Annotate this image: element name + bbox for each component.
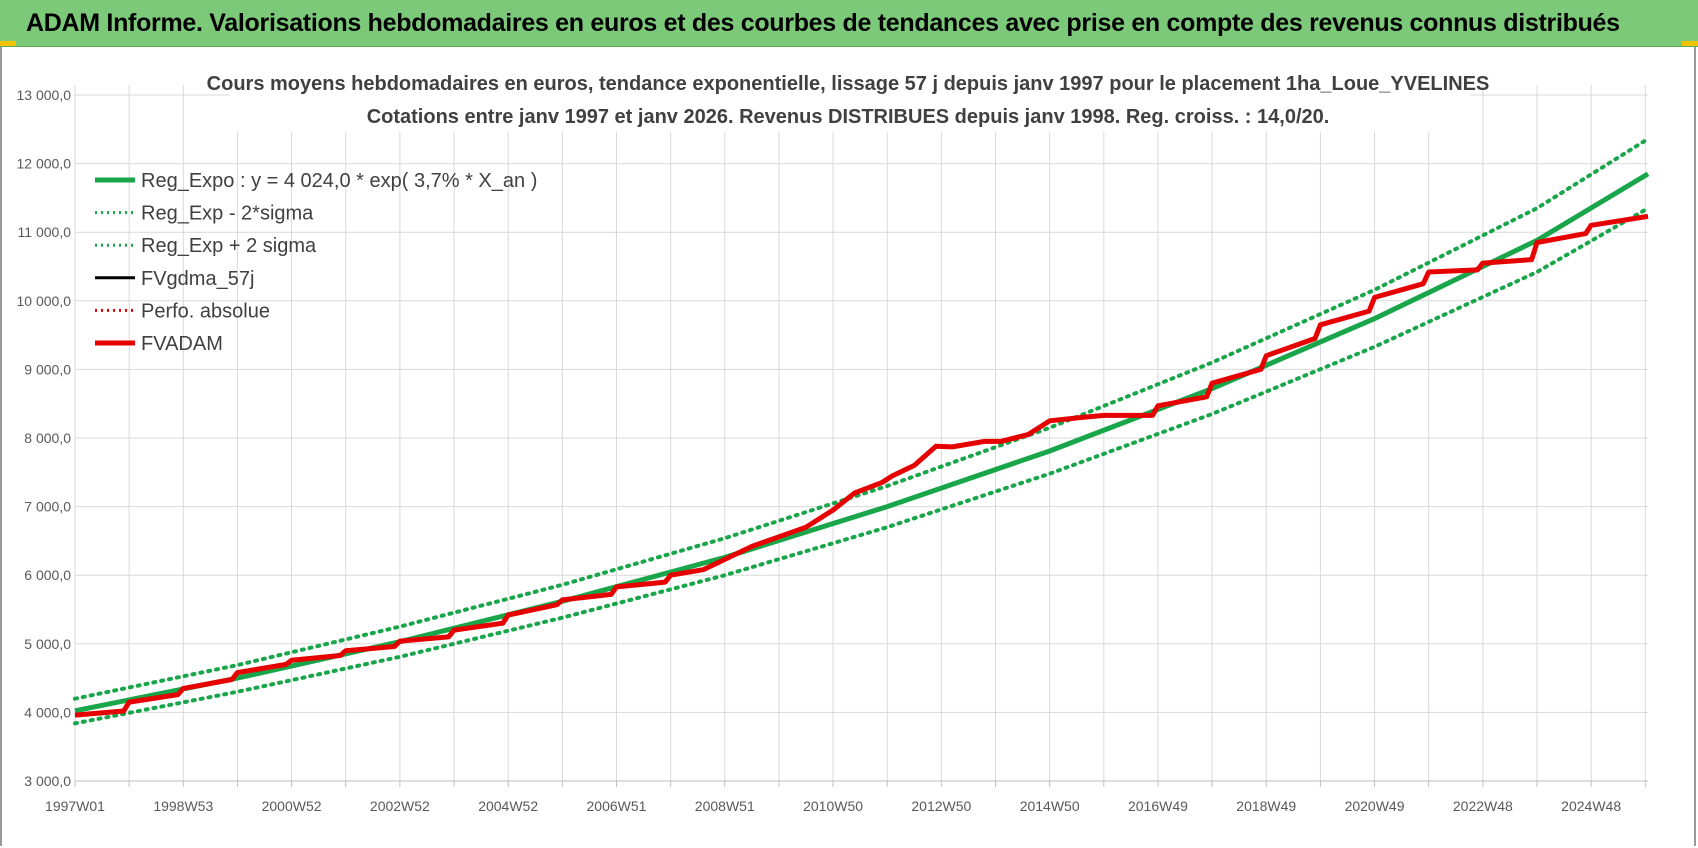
- x-tick-label: 2020W49: [1345, 798, 1405, 814]
- corner-marker-right: [1682, 41, 1698, 46]
- series-line-reg-exp-2-sigma: [73, 136, 1650, 701]
- x-tick-label: 2018W49: [1236, 798, 1296, 814]
- y-tick-label: 7 000,0: [24, 499, 71, 515]
- x-tick-label: 1998W53: [153, 798, 213, 814]
- x-tick-label: 2000W52: [262, 798, 322, 814]
- chart-title-line2: Cotations entre janv 1997 et janv 2026. …: [367, 106, 1330, 128]
- x-tick-label: 2012W50: [911, 798, 971, 814]
- x-axis: 1997W01 1998W53 2000W52 2002W52 2004W52 2006W…: [45, 780, 1648, 814]
- x-tick-label: 2016W49: [1128, 798, 1188, 814]
- y-tick-label: 4 000,0: [24, 704, 71, 720]
- x-tick-label: 2008W51: [695, 798, 755, 814]
- x-tick-label: 1997W01: [45, 798, 105, 814]
- header-title: ADAM Informe. Valorisations hebdomadaire…: [26, 9, 1620, 37]
- y-tick-label: 5 000,0: [24, 636, 71, 652]
- chart-title-line1: Cours moyens hebdomadaires en euros, ten…: [207, 73, 1490, 95]
- y-tick-label: 10 000,0: [17, 293, 72, 309]
- y-tick-label: 13 000,0: [17, 87, 72, 103]
- corner-marker-left: [0, 41, 16, 46]
- y-tick-label: 6 000,0: [24, 567, 71, 583]
- y-tick-label: 3 000,0: [24, 773, 71, 789]
- series-line-fvadam: [74, 213, 1649, 718]
- series-line-reg-exp-2-sigma: [73, 206, 1650, 726]
- x-tick-label: 2014W50: [1020, 798, 1080, 814]
- series-line-fvgdma-57j: [74, 215, 1649, 717]
- y-tick-label: 11 000,0: [18, 224, 72, 240]
- x-tick-label: 2006W51: [587, 798, 647, 814]
- x-tick-label: 2002W52: [370, 798, 430, 814]
- y-tick-label: 8 000,0: [24, 430, 71, 446]
- y-tick-label: 12 000,0: [17, 156, 72, 172]
- legend-label: Perfo. absolue: [141, 300, 270, 322]
- title-background: [230, 66, 1470, 132]
- x-tick-label: 2010W50: [803, 798, 863, 814]
- legend: Reg_Expo : y = 4 024,0 * exp( 3,7% * X_a…: [95, 170, 537, 355]
- legend-label: Reg_Exp + 2 sigma: [141, 235, 317, 257]
- legend-label: Reg_Exp - 2*sigma: [141, 203, 314, 225]
- y-tick-label: 9 000,0: [24, 361, 71, 377]
- y-axis: 3 000,0 4 000,0 5 000,0 6 000,0 7 000,0 8 000…: [17, 87, 72, 789]
- header-banner: ADAM Informe. Valorisations hebdomadaire…: [0, 0, 1698, 47]
- chart-frame: [0, 47, 1696, 846]
- legend-label: FVADAM: [141, 333, 223, 355]
- legend-label: FVgdma_57j: [141, 268, 254, 290]
- legend-label: Reg_Expo : y = 4 024,0 * exp( 3,7% * X_a…: [141, 170, 537, 192]
- x-tick-label: 2022W48: [1453, 798, 1513, 814]
- x-tick-label: 2024W48: [1561, 798, 1621, 814]
- series-layer: [73, 136, 1650, 726]
- x-tick-label: 2004W52: [478, 798, 538, 814]
- grid: [74, 85, 1648, 782]
